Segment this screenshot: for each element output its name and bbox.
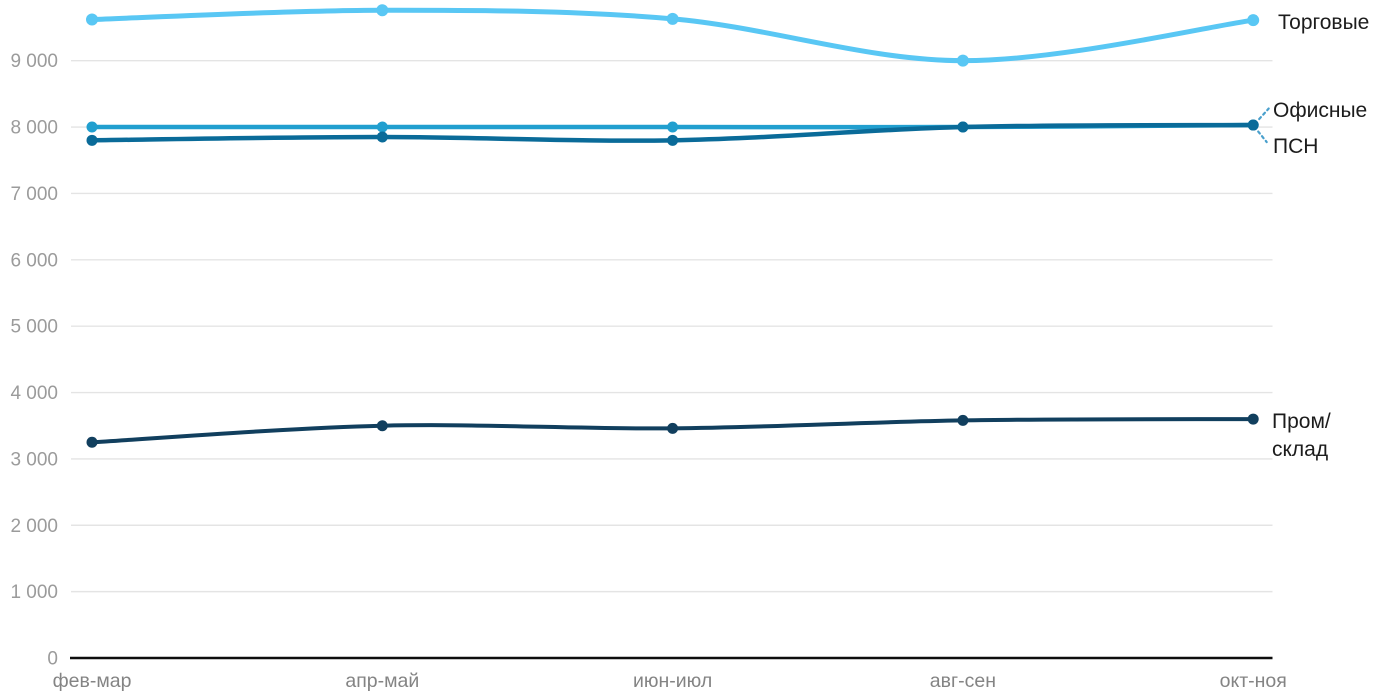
y-tick-label: 4 000: [10, 383, 58, 404]
y-tick-label: 9 000: [10, 51, 58, 72]
data-point-psn-1: [376, 131, 388, 143]
y-tick-label: 8 000: [10, 118, 58, 139]
data-point-prom-sklad-1: [376, 420, 388, 432]
data-point-ofisnye-1: [376, 121, 388, 133]
data-point-psn-3: [957, 121, 969, 133]
y-tick-label: 2 000: [10, 516, 58, 537]
data-point-prom-sklad-4: [1247, 413, 1259, 425]
data-point-psn-0: [86, 134, 98, 146]
y-tick-label: 1 000: [10, 582, 58, 603]
data-point-torgovye-4: [1247, 14, 1260, 27]
data-point-torgovye-2: [666, 12, 679, 25]
data-point-psn-4: [1247, 119, 1259, 131]
label-connector-ofisnye: [1258, 107, 1270, 121]
x-tick-label: фев-мар: [53, 670, 132, 692]
data-point-ofisnye-0: [86, 121, 98, 133]
y-tick-label: 5 000: [10, 317, 58, 338]
label-connector-psn: [1257, 130, 1268, 144]
y-tick-label: 6 000: [10, 250, 58, 271]
data-point-ofisnye-2: [667, 121, 679, 133]
data-point-prom-sklad-0: [86, 436, 98, 448]
y-tick-label: 3 000: [10, 449, 58, 470]
x-tick-label: июн-июл: [633, 670, 712, 692]
data-point-torgovye-1: [376, 4, 389, 17]
data-point-torgovye-3: [956, 54, 969, 67]
y-tick-label: 7 000: [10, 184, 58, 205]
x-tick-label: авг-сен: [930, 670, 996, 692]
x-tick-label: окт-ноя: [1220, 670, 1287, 692]
y-tick-label: 0: [47, 649, 58, 670]
data-point-prom-sklad-2: [667, 422, 679, 434]
series-label-torgovye: Торговые: [1278, 11, 1370, 34]
series-label-ofisnye: Офисные: [1273, 99, 1368, 122]
data-point-psn-2: [667, 134, 679, 146]
data-point-torgovye-0: [86, 13, 98, 26]
x-tick-label: апр-май: [345, 670, 419, 692]
data-point-prom-sklad-3: [957, 414, 969, 426]
series-label-prom-sklad: Пром/склад: [1272, 410, 1331, 461]
series-label-psn: ПСН: [1273, 135, 1319, 158]
